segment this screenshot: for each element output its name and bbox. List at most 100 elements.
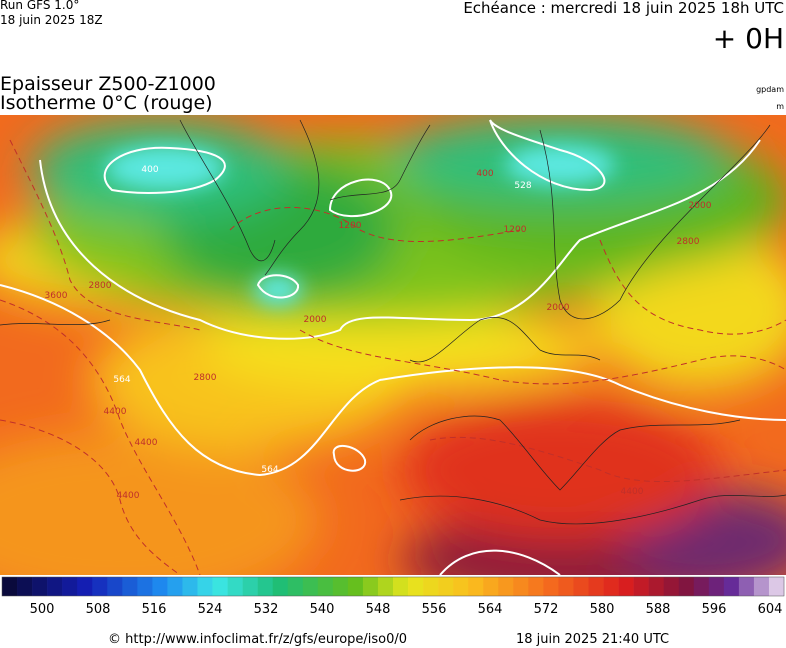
- colorbar-swatch: [723, 577, 740, 596]
- contour-label: 2800: [677, 237, 700, 247]
- colorbar-label: 516: [142, 602, 167, 617]
- thickness-minima: [105, 145, 615, 306]
- colorbar-label: 532: [254, 602, 279, 617]
- colorbar-swatch: [618, 577, 634, 596]
- footer-date: 18 juin 2025 21:40 UTC: [516, 632, 669, 647]
- colorbar-swatch: [32, 577, 48, 596]
- contour-label: 564: [113, 375, 130, 385]
- colorbar-swatch: [468, 577, 484, 596]
- contour-label: 400: [141, 165, 158, 175]
- run-label: Run GFS 1.0°: [0, 0, 79, 12]
- contour-label: 4400: [117, 491, 140, 501]
- colorbar-swatch: [182, 577, 198, 596]
- colorbar-swatch: [17, 577, 33, 596]
- colorbar-label: 556: [422, 602, 447, 617]
- contour-label: 3600: [45, 291, 68, 301]
- colorbar-swatch: [137, 577, 153, 596]
- colorbar-swatch: [287, 577, 304, 596]
- colorbar-swatch: [483, 577, 499, 596]
- colorbar-swatch: [167, 577, 183, 596]
- colorbar-swatch: [62, 577, 78, 596]
- colorbar-swatch: [2, 577, 18, 596]
- colorbar-swatch: [377, 577, 394, 596]
- colorbar-swatch: [558, 577, 574, 596]
- colorbar-swatch: [528, 577, 544, 596]
- contour-label: 1200: [339, 221, 362, 231]
- colorbar-label: 572: [534, 602, 559, 617]
- colorbar-label: 500: [30, 602, 55, 617]
- colorbar-swatch: [212, 577, 228, 596]
- map-title: Epaisseur Z500-Z1000: [0, 73, 216, 95]
- colorbar-swatch: [663, 577, 680, 596]
- contour-label: 4400: [621, 487, 644, 497]
- colorbar-label: 508: [86, 602, 111, 617]
- colorbar-swatch: [498, 577, 514, 596]
- contour-label: 4400: [104, 407, 127, 417]
- colorbar-swatch: [302, 577, 319, 596]
- colorbar-swatch: [152, 577, 168, 596]
- contour-label: 400: [476, 169, 493, 179]
- contour-label: 2000: [689, 201, 712, 211]
- colorbar-swatch: [753, 577, 770, 596]
- contour-label: 2800: [194, 373, 217, 383]
- colorbar-swatch: [272, 577, 289, 596]
- colorbar-swatch: [122, 577, 138, 596]
- colorbar-label: 524: [198, 602, 223, 617]
- contour-labels: 400 528 564 564 1200 2000 2800 3600 2800 4400 4400…: [45, 165, 712, 501]
- colorbar-swatch: [47, 577, 63, 596]
- footer-url: © http://www.infoclimat.fr/z/gfs/europe/…: [108, 632, 407, 647]
- colorbar-label: 580: [590, 602, 615, 617]
- forecast-time: Echéance : mercredi 18 juin 2025 18h UTC: [463, 0, 784, 17]
- thickness-contours: [0, 119, 786, 575]
- colorbar-swatch: [393, 577, 409, 596]
- contour-label: 564: [261, 465, 278, 475]
- coastlines: [0, 119, 786, 525]
- colorbar-swatch: [317, 577, 334, 596]
- colorbar-label: 604: [758, 602, 783, 617]
- colorbar-swatch: [77, 577, 93, 596]
- lead-time: + 0H: [713, 22, 784, 55]
- colorbar-swatch: [197, 577, 213, 596]
- colorbar-swatch: [107, 577, 123, 596]
- unit-label: gpdam: [756, 85, 784, 94]
- colorbar-swatch: [92, 577, 108, 596]
- colorbar-swatch: [603, 577, 619, 596]
- colorbar-swatch: [708, 577, 725, 596]
- run-date: 18 juin 2025 18Z: [0, 13, 103, 27]
- colorbar-frame: [1, 576, 785, 597]
- colorbar-label: 564: [478, 602, 503, 617]
- contour-label: 2000: [304, 315, 327, 325]
- colorbar-swatch: [408, 577, 424, 596]
- colorbar-swatch: [423, 577, 439, 596]
- colorbar-swatch: [362, 577, 379, 596]
- contour-label: 4400: [135, 438, 158, 448]
- colorbar-swatch: [738, 577, 755, 596]
- colorbar-swatch: [768, 577, 785, 596]
- colorbar-swatch: [648, 577, 664, 596]
- colorbar-swatch: [573, 577, 589, 596]
- map-subtitle: Isotherme 0°C (rouge): [0, 92, 213, 114]
- contour-label: 1200: [504, 225, 527, 235]
- colorbar-label: 596: [702, 602, 727, 617]
- unit-label: m: [776, 102, 784, 111]
- colorbar-swatch: [257, 577, 273, 596]
- contour-label: 2800: [89, 281, 112, 291]
- colorbar-swatch: [693, 577, 710, 596]
- colorbar-swatch: [543, 577, 559, 596]
- colorbar-swatch: [242, 577, 258, 596]
- colorbar-swatch: [633, 577, 649, 596]
- colorbar-label: 548: [366, 602, 391, 617]
- colorbar-labels: 500 508 516 524 532 540 548 556 564 572 580 588 596 6…: [30, 602, 783, 617]
- colorbar-label: 588: [646, 602, 671, 617]
- map: 400 528 564 564 1200 2000 2800 3600 2800 4400 4400…: [0, 115, 786, 575]
- colorbar-swatch: [227, 577, 243, 596]
- colorbar-swatch: [678, 577, 695, 596]
- colorbar-swatch: [347, 577, 364, 596]
- contour-label: 528: [514, 181, 531, 191]
- contour-label: 2000: [547, 303, 570, 313]
- colorbar-swatch: [453, 577, 469, 596]
- colorbar-swatch: [588, 577, 604, 596]
- colorbar-label: 540: [310, 602, 335, 617]
- colorbar-swatch: [513, 577, 529, 596]
